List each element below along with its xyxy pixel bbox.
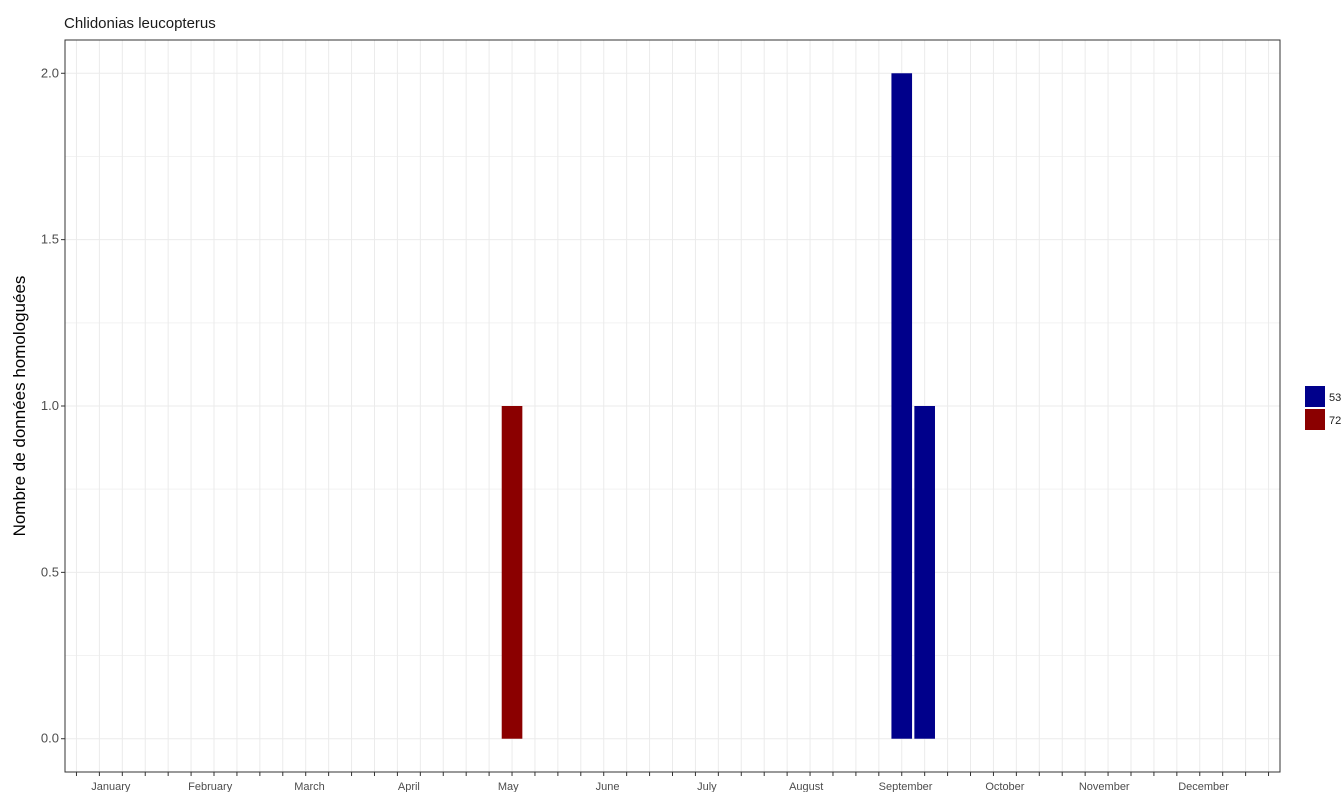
y-axis-ticks: 0.0 0.5 1.0 1.5 2.0 bbox=[41, 65, 65, 746]
y-tick-label: 0.5 bbox=[41, 564, 59, 579]
x-tick-label: February bbox=[188, 781, 233, 792]
chart-title: Chlidonias leucopterus bbox=[64, 15, 216, 32]
legend-key bbox=[1305, 386, 1325, 407]
bar bbox=[891, 73, 913, 739]
bar bbox=[501, 406, 523, 739]
x-tick-label: July bbox=[697, 781, 717, 792]
y-axis-label: Nombre de données homologuées bbox=[10, 276, 29, 537]
x-tick-label: September bbox=[879, 781, 933, 792]
bar bbox=[914, 406, 935, 739]
x-tick-label: December bbox=[1178, 781, 1229, 792]
x-axis-ticks: January February March April May June July Augu… bbox=[75, 772, 1270, 792]
legend-key bbox=[1305, 409, 1325, 430]
x-tick-label: November bbox=[1079, 781, 1130, 792]
grid bbox=[65, 40, 1280, 772]
x-tick-label: January bbox=[91, 781, 131, 792]
bars bbox=[501, 73, 935, 739]
legend-label: 72 bbox=[1329, 415, 1341, 427]
y-tick-label: 1.0 bbox=[41, 398, 59, 413]
legend-label: 53 bbox=[1329, 392, 1341, 404]
x-tick-label: June bbox=[596, 781, 620, 792]
x-tick-label: October bbox=[985, 781, 1024, 792]
x-tick-label: August bbox=[789, 781, 823, 792]
x-tick-label: April bbox=[398, 781, 420, 792]
x-tick-label: March bbox=[294, 781, 325, 792]
legend: 53 72 bbox=[1305, 386, 1341, 430]
y-tick-label: 2.0 bbox=[41, 65, 59, 80]
x-tick-label: May bbox=[498, 781, 519, 792]
y-tick-label: 1.5 bbox=[41, 232, 59, 247]
y-tick-label: 0.0 bbox=[41, 731, 59, 746]
